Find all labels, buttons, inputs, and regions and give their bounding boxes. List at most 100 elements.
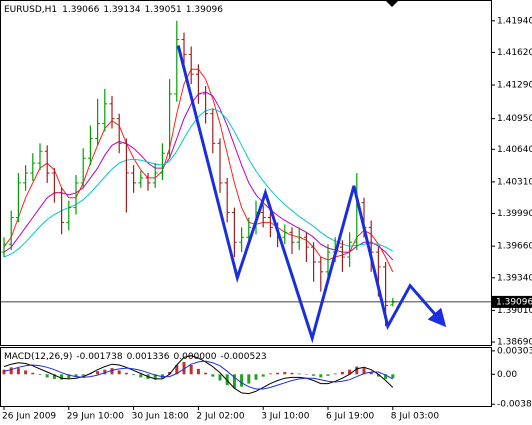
x-tick-label: 6 Jul 19:00 — [326, 412, 375, 422]
macd-histogram-bar — [24, 370, 28, 375]
chart-title: EURUSD,H1 — [4, 5, 57, 15]
macd-histogram-bar — [196, 368, 200, 375]
macd-histogram-bar — [319, 374, 323, 378]
macd-histogram-bar — [232, 374, 236, 389]
macd-histogram-bar — [67, 374, 71, 379]
y-tick-label: 1.39340 — [497, 273, 532, 283]
macd-histogram-bar — [225, 374, 229, 386]
macd-histogram-bar — [81, 374, 85, 376]
y-tick-label: 1.41940 — [497, 16, 532, 26]
price-bar — [138, 171, 144, 188]
macd-histogram-bar — [376, 374, 380, 377]
price-bar — [152, 163, 158, 188]
zigzag-line — [176, 45, 447, 344]
price-bar — [37, 143, 43, 171]
macd-histogram-bar — [74, 374, 78, 377]
last-price-box — [492, 295, 532, 308]
macd-value: -0.001738 — [76, 352, 122, 362]
macd-histogram-bar — [117, 370, 121, 375]
price-bar — [59, 187, 65, 235]
price-bar — [289, 227, 295, 255]
y-tick-label: 1.38690 — [497, 338, 532, 348]
macd-main-line — [3, 355, 394, 395]
price-bar — [203, 86, 209, 124]
macd-histogram-bar — [218, 374, 222, 381]
price-bar — [145, 173, 151, 191]
macd-histogram-bar — [348, 369, 352, 375]
macd-histogram-bar — [304, 374, 308, 375]
price-bar — [231, 207, 237, 258]
price-bar — [95, 98, 101, 146]
macd-histogram-bar — [297, 373, 301, 375]
price-bar — [325, 244, 331, 280]
price-bar — [131, 165, 137, 193]
header-open: 1.39066 — [62, 5, 99, 15]
price-bar — [239, 227, 245, 253]
macd-histogram-bar — [211, 374, 215, 377]
macd-histogram-bar — [333, 373, 337, 375]
macd-histogram-bar — [52, 374, 56, 379]
macd-histogram-bar — [16, 368, 20, 375]
price-bar — [123, 138, 129, 213]
macd-histogram-bar — [240, 374, 244, 387]
macd-histogram-bar — [103, 369, 107, 375]
price-bar — [181, 32, 187, 65]
price-bar — [73, 174, 79, 215]
macd-histogram-bar — [326, 374, 330, 376]
macd-histogram-bar — [283, 371, 287, 375]
price-bar — [23, 165, 29, 191]
price-bar — [174, 20, 180, 102]
macd-histogram-bar — [9, 367, 13, 375]
price-bar — [15, 173, 21, 223]
price-bar — [8, 210, 14, 251]
price-bar — [282, 224, 288, 245]
price-bar — [44, 145, 50, 183]
y-tick-label: 1.41290 — [497, 81, 532, 91]
macd-histogram-bar — [175, 365, 179, 375]
x-tick-label: 30 Jun 18:00 — [132, 412, 189, 422]
macd-histogram-bar — [204, 372, 208, 375]
x-tick-label: 8 Jul 03:00 — [391, 412, 440, 422]
macd-histogram-bar — [45, 374, 49, 378]
macd-header: MACD(12,26,9) -0.001738 0.001336 0.000000 -0… — [4, 352, 267, 362]
macd-histogram-bar — [290, 372, 294, 375]
last-price-label: 1.39096 — [496, 297, 532, 307]
header-low: 1.39051 — [145, 5, 182, 15]
macd-y-tick-label: 0.00 — [497, 370, 517, 380]
main-panel-frame — [0, 0, 492, 346]
macd-histogram-bar — [355, 366, 359, 375]
macd-histogram-bar — [110, 368, 114, 375]
price-bar — [1, 237, 7, 258]
price-bar — [66, 200, 72, 231]
price-bar — [167, 79, 173, 159]
macd-histogram-bar — [247, 374, 251, 384]
macd-histogram-bar — [384, 374, 388, 379]
macd-histogram-bar — [38, 374, 42, 376]
price-bar — [311, 242, 317, 282]
macd-histogram-bar — [254, 374, 258, 380]
price-bar — [318, 257, 324, 292]
price-bar — [102, 88, 108, 132]
price-bar — [51, 168, 57, 203]
price-bar — [260, 204, 266, 228]
macd-histogram-bar — [340, 371, 344, 375]
chart-header: EURUSD,H1 1.39066 1.39134 1.39051 1.39096 — [4, 5, 223, 15]
macd-histogram-bar — [2, 369, 6, 375]
macd-title: MACD(12,26,9) — [4, 352, 72, 362]
macd-histogram-bar — [132, 374, 136, 376]
price-bar — [159, 143, 165, 180]
price-bar — [210, 108, 216, 154]
x-tick-label: 2 Jul 02:00 — [196, 412, 245, 422]
header-close: 1.39096 — [186, 5, 223, 15]
macd-histogram-bar — [139, 374, 143, 378]
macd-histogram-bar — [60, 374, 64, 380]
y-tick-label: 1.39660 — [497, 242, 532, 252]
price-bar — [30, 153, 36, 181]
macd-signal-line — [3, 360, 394, 390]
price-bar — [217, 138, 223, 193]
macd-histogram-bar — [182, 361, 186, 375]
macd-histogram-bar — [362, 368, 366, 375]
y-tick-label: 1.39990 — [497, 209, 532, 219]
macd-panel-frame — [0, 347, 492, 407]
